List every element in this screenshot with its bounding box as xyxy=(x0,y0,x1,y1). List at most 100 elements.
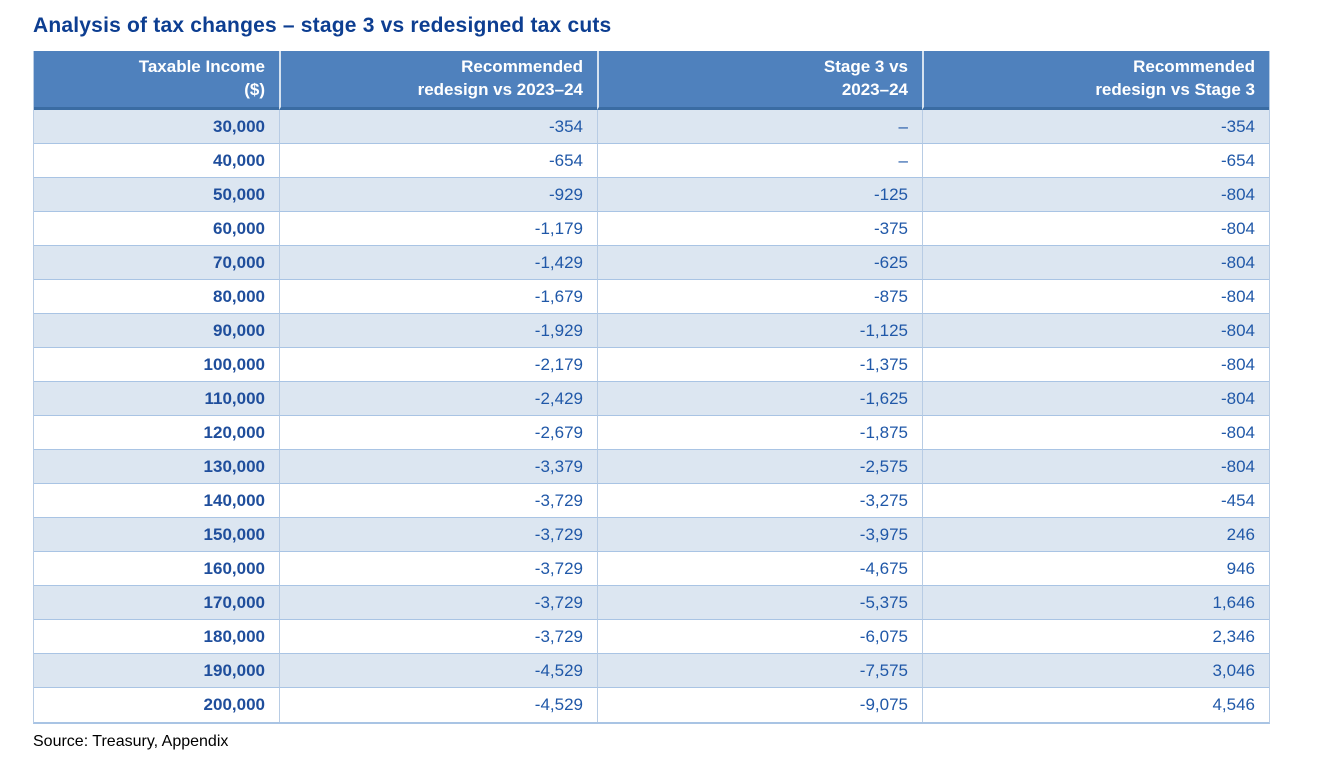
cell-stage3-vs-2023-24: -3,975 xyxy=(597,518,922,552)
cell-taxable-income: 50,000 xyxy=(34,178,279,212)
table-row: 200,000 -4,529 -9,075 4,546 xyxy=(34,688,1269,722)
table-row: 130,000 -3,379 -2,575 -804 xyxy=(34,450,1269,484)
cell-taxable-income: 80,000 xyxy=(34,280,279,314)
cell-stage3-vs-2023-24: -875 xyxy=(597,280,922,314)
table-row: 70,000 -1,429 -625 -804 xyxy=(34,246,1269,280)
table-row: 50,000 -929 -125 -804 xyxy=(34,178,1269,212)
cell-redesign-vs-2023-24: -4,529 xyxy=(279,654,597,688)
cell-redesign-vs-stage3: -804 xyxy=(922,314,1269,348)
cell-redesign-vs-2023-24: -4,529 xyxy=(279,688,597,722)
cell-redesign-vs-2023-24: -1,179 xyxy=(279,212,597,246)
cell-taxable-income: 180,000 xyxy=(34,620,279,654)
cell-redesign-vs-2023-24: -3,379 xyxy=(279,450,597,484)
cell-taxable-income: 120,000 xyxy=(34,416,279,450)
cell-redesign-vs-2023-24: -354 xyxy=(279,110,597,144)
cell-redesign-vs-2023-24: -654 xyxy=(279,144,597,178)
table-row: 180,000 -3,729 -6,075 2,346 xyxy=(34,620,1269,654)
cell-redesign-vs-2023-24: -2,679 xyxy=(279,416,597,450)
table-row: 160,000 -3,729 -4,675 946 xyxy=(34,552,1269,586)
cell-stage3-vs-2023-24: -2,575 xyxy=(597,450,922,484)
cell-redesign-vs-stage3: 946 xyxy=(922,552,1269,586)
tax-changes-table: Taxable Income ($) Recommended redesign vs … xyxy=(33,51,1270,724)
page-title: Analysis of tax changes – stage 3 vs red… xyxy=(33,14,612,37)
cell-redesign-vs-stage3: -804 xyxy=(922,280,1269,314)
cell-redesign-vs-2023-24: -2,179 xyxy=(279,348,597,382)
cell-redesign-vs-2023-24: -3,729 xyxy=(279,484,597,518)
cell-redesign-vs-stage3: -804 xyxy=(922,382,1269,416)
cell-redesign-vs-stage3: -804 xyxy=(922,416,1269,450)
cell-redesign-vs-stage3: 1,646 xyxy=(922,586,1269,620)
cell-stage3-vs-2023-24: -375 xyxy=(597,212,922,246)
col-header-stage3-vs-2023-24: Stage 3 vs 2023–24 xyxy=(597,51,922,110)
table-row: 80,000 -1,679 -875 -804 xyxy=(34,280,1269,314)
cell-taxable-income: 90,000 xyxy=(34,314,279,348)
table-row: 100,000 -2,179 -1,375 -804 xyxy=(34,348,1269,382)
table-row: 110,000 -2,429 -1,625 -804 xyxy=(34,382,1269,416)
cell-taxable-income: 100,000 xyxy=(34,348,279,382)
cell-redesign-vs-stage3: -804 xyxy=(922,348,1269,382)
table-row: 190,000 -4,529 -7,575 3,046 xyxy=(34,654,1269,688)
cell-redesign-vs-2023-24: -1,429 xyxy=(279,246,597,280)
cell-redesign-vs-2023-24: -3,729 xyxy=(279,586,597,620)
cell-redesign-vs-2023-24: -1,929 xyxy=(279,314,597,348)
cell-taxable-income: 170,000 xyxy=(34,586,279,620)
cell-redesign-vs-2023-24: -929 xyxy=(279,178,597,212)
cell-redesign-vs-stage3: -804 xyxy=(922,178,1269,212)
table-row: 170,000 -3,729 -5,375 1,646 xyxy=(34,586,1269,620)
cell-stage3-vs-2023-24: -4,675 xyxy=(597,552,922,586)
cell-stage3-vs-2023-24: -9,075 xyxy=(597,688,922,722)
cell-redesign-vs-2023-24: -2,429 xyxy=(279,382,597,416)
cell-redesign-vs-stage3: 3,046 xyxy=(922,654,1269,688)
cell-stage3-vs-2023-24: -6,075 xyxy=(597,620,922,654)
cell-redesign-vs-stage3: -654 xyxy=(922,144,1269,178)
cell-taxable-income: 30,000 xyxy=(34,110,279,144)
table-row: 60,000 -1,179 -375 -804 xyxy=(34,212,1269,246)
cell-taxable-income: 150,000 xyxy=(34,518,279,552)
col-header-redesign-vs-stage3: Recommended redesign vs Stage 3 xyxy=(922,51,1269,110)
cell-taxable-income: 70,000 xyxy=(34,246,279,280)
table-row: 90,000 -1,929 -1,125 -804 xyxy=(34,314,1269,348)
cell-redesign-vs-2023-24: -3,729 xyxy=(279,518,597,552)
cell-redesign-vs-stage3: -354 xyxy=(922,110,1269,144)
cell-taxable-income: 160,000 xyxy=(34,552,279,586)
cell-redesign-vs-2023-24: -3,729 xyxy=(279,552,597,586)
cell-taxable-income: 190,000 xyxy=(34,654,279,688)
header-row: Taxable Income ($) Recommended redesign vs … xyxy=(34,51,1269,110)
table-row: 150,000 -3,729 -3,975 246 xyxy=(34,518,1269,552)
cell-redesign-vs-stage3: -804 xyxy=(922,246,1269,280)
table-header: Taxable Income ($) Recommended redesign vs … xyxy=(34,51,1269,110)
cell-redesign-vs-2023-24: -1,679 xyxy=(279,280,597,314)
cell-taxable-income: 60,000 xyxy=(34,212,279,246)
cell-stage3-vs-2023-24: -625 xyxy=(597,246,922,280)
cell-redesign-vs-2023-24: -3,729 xyxy=(279,620,597,654)
cell-stage3-vs-2023-24: -1,875 xyxy=(597,416,922,450)
source-note: Source: Treasury, Appendix xyxy=(33,733,229,750)
tax-analysis-figure: Analysis of tax changes – stage 3 vs red… xyxy=(33,14,1270,751)
table-body: 30,000 -354– -354 40,000 -654– -654 50,000 -929… xyxy=(34,110,1269,722)
cell-stage3-vs-2023-24: -1,625 xyxy=(597,382,922,416)
table-row: 140,000 -3,729 -3,275 -454 xyxy=(34,484,1269,518)
cell-stage3-vs-2023-24: -125 xyxy=(597,178,922,212)
cell-stage3-vs-2023-24: – xyxy=(597,110,922,144)
cell-taxable-income: 110,000 xyxy=(34,382,279,416)
cell-taxable-income: 40,000 xyxy=(34,144,279,178)
cell-stage3-vs-2023-24: -5,375 xyxy=(597,586,922,620)
cell-redesign-vs-stage3: 2,346 xyxy=(922,620,1269,654)
cell-taxable-income: 200,000 xyxy=(34,688,279,722)
cell-redesign-vs-stage3: -804 xyxy=(922,450,1269,484)
col-header-redesign-vs-2023-24: Recommended redesign vs 2023–24 xyxy=(279,51,597,110)
cell-stage3-vs-2023-24: -1,125 xyxy=(597,314,922,348)
cell-stage3-vs-2023-24: -7,575 xyxy=(597,654,922,688)
cell-taxable-income: 130,000 xyxy=(34,450,279,484)
cell-redesign-vs-stage3: -454 xyxy=(922,484,1269,518)
cell-stage3-vs-2023-24: -1,375 xyxy=(597,348,922,382)
cell-stage3-vs-2023-24: -3,275 xyxy=(597,484,922,518)
cell-redesign-vs-stage3: 4,546 xyxy=(922,688,1269,722)
col-header-taxable-income: Taxable Income ($) xyxy=(34,51,279,110)
cell-redesign-vs-stage3: -804 xyxy=(922,212,1269,246)
table-row: 120,000 -2,679 -1,875 -804 xyxy=(34,416,1269,450)
table-row: 40,000 -654– -654 xyxy=(34,144,1269,178)
cell-stage3-vs-2023-24: – xyxy=(597,144,922,178)
cell-redesign-vs-stage3: 246 xyxy=(922,518,1269,552)
table-row: 30,000 -354– -354 xyxy=(34,110,1269,144)
